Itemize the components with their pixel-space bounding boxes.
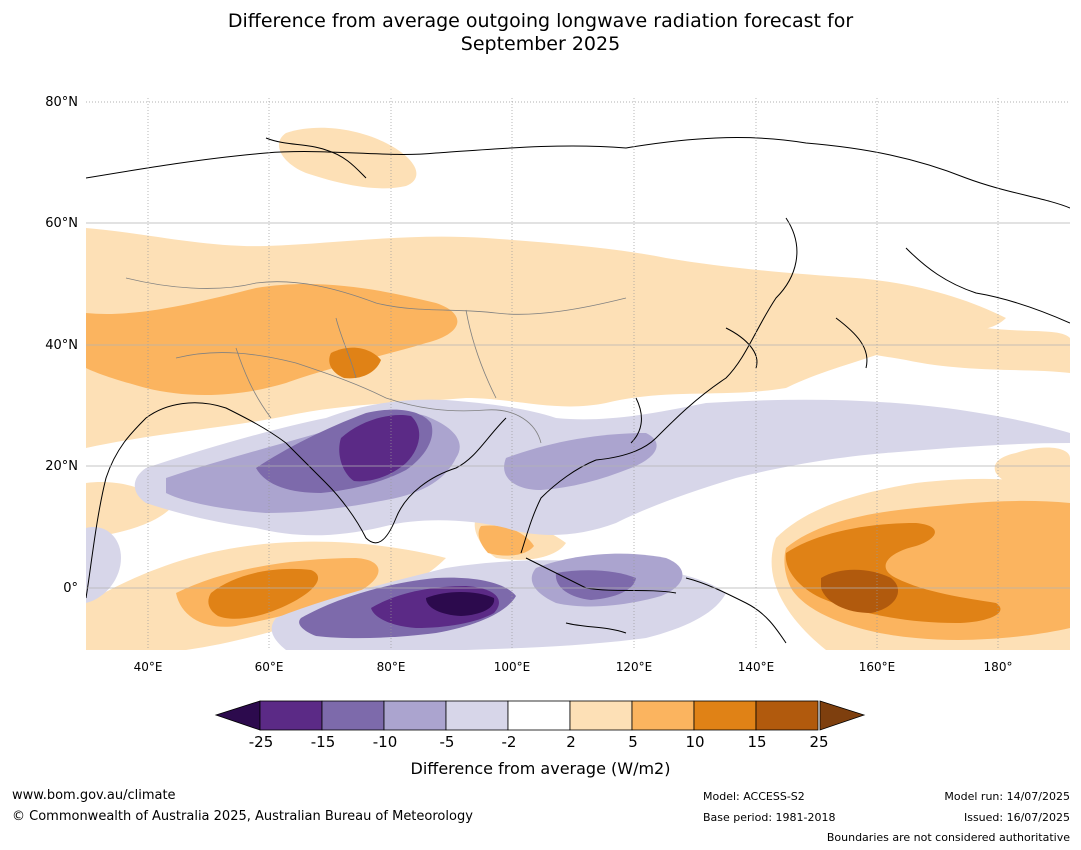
country-boundaries bbox=[125, 277, 627, 444]
lat-label-60n: 60°N bbox=[45, 216, 78, 231]
colorbar-tick-1: -15 bbox=[310, 733, 336, 751]
base-period-text: Base period: 1981-2018 bbox=[703, 811, 836, 824]
anomaly-region-orange-south-china-sea bbox=[478, 525, 534, 556]
copyright-text: © Commonwealth of Australia 2025, Austra… bbox=[12, 809, 473, 824]
colorbar-segment-9 bbox=[755, 700, 819, 731]
gridlines bbox=[86, 98, 1070, 650]
map-title-line2: September 2025 bbox=[460, 33, 621, 55]
colorbar-tick-3: -5 bbox=[439, 733, 455, 751]
lon-label-100e: 100°E bbox=[493, 660, 531, 674]
anomaly-region-light-orange-eurasia bbox=[86, 228, 1006, 448]
colorbar-segment-4 bbox=[445, 700, 509, 731]
anomaly-region-deep-purple-india bbox=[339, 414, 420, 482]
colorbar-tick-5: 2 bbox=[566, 733, 576, 751]
lon-label-60e: 60°E bbox=[254, 660, 284, 674]
colorbar bbox=[214, 699, 866, 733]
anomaly-region-dark-purple-indonesia bbox=[555, 570, 636, 600]
colorbar-tick-0: -25 bbox=[248, 733, 274, 751]
lon-label-180: 180° bbox=[983, 660, 1013, 674]
lon-label-140e: 140°E bbox=[737, 660, 775, 674]
lon-label-160e: 160°E bbox=[858, 660, 896, 674]
anomaly-region-darkest-orange-pacific bbox=[821, 569, 899, 613]
colorbar-segment-3 bbox=[383, 700, 447, 731]
issued-text: Issued: 16/07/2025 bbox=[963, 811, 1070, 824]
map-title-line1: Difference from average outgoing longwav… bbox=[227, 10, 854, 32]
anomaly-region-light-purple-west bbox=[86, 527, 121, 603]
colorbar-segment-7 bbox=[631, 700, 695, 731]
colorbar-segment-1 bbox=[259, 700, 323, 731]
gridlines-solid bbox=[86, 222, 1070, 589]
anomaly-region-darkest-purple-indian-ocean bbox=[426, 592, 495, 616]
model-run-text: Model run: 14/07/2025 bbox=[944, 790, 1070, 803]
map-title: Difference from average outgoing longwav… bbox=[0, 10, 1081, 56]
disclaimer-text: Boundaries are not considered authoritat… bbox=[826, 831, 1070, 844]
anomaly-region-orange-central-asia bbox=[86, 283, 458, 395]
colorbar-tick-8: 15 bbox=[747, 733, 767, 751]
lon-label-120e: 120°E bbox=[615, 660, 653, 674]
colorbar-segment-2 bbox=[321, 700, 385, 731]
colorbar-segment-6 bbox=[569, 700, 633, 731]
colorbar-tick-9: 25 bbox=[809, 733, 829, 751]
colorbar-tick-2: -10 bbox=[372, 733, 398, 751]
anomaly-region-light-orange-arctic bbox=[278, 127, 417, 189]
colorbar-low-extend bbox=[214, 700, 261, 731]
lat-label-40n: 40°N bbox=[45, 338, 78, 353]
lon-label-80e: 80°E bbox=[376, 660, 406, 674]
colorbar-segment-8 bbox=[693, 700, 757, 731]
lat-label-0: 0° bbox=[63, 581, 78, 596]
anomaly-region-medium-purple-south-china bbox=[504, 433, 657, 490]
lon-label-40e: 40°E bbox=[133, 660, 163, 674]
colorbar-tick-4: -2 bbox=[501, 733, 517, 751]
colorbar-label: Difference from average (W/m2) bbox=[410, 759, 671, 778]
website-link[interactable]: www.bom.gov.au/climate bbox=[12, 788, 176, 803]
colorbar-high-extend bbox=[819, 700, 866, 731]
lat-label-20n: 20°N bbox=[45, 459, 78, 474]
model-text: Model: ACCESS-S2 bbox=[703, 790, 805, 803]
anomaly-region-dark-orange-tibet bbox=[329, 347, 381, 379]
lat-label-80n: 80°N bbox=[45, 95, 78, 110]
anomaly-region-dark-orange-indian-ocean bbox=[208, 568, 319, 619]
olr-anomaly-map bbox=[86, 98, 1070, 650]
colorbar-tick-7: 10 bbox=[685, 733, 705, 751]
coastlines bbox=[86, 137, 1070, 644]
colorbar-segment-5 bbox=[507, 700, 571, 731]
anomaly-region-light-orange-pacific-north bbox=[816, 326, 1070, 373]
colorbar-tick-6: 5 bbox=[628, 733, 638, 751]
